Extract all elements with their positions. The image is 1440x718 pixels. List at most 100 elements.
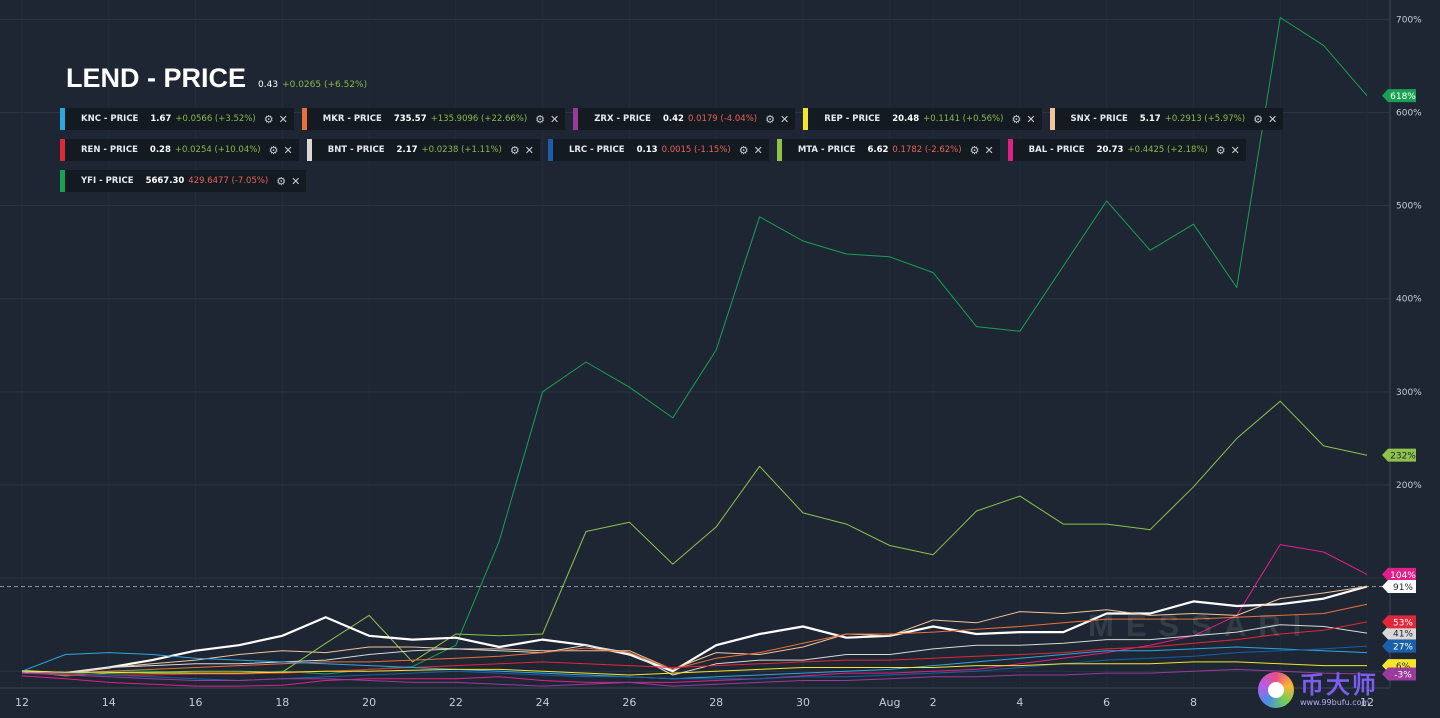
- legend-series-change: +0.2913 (+5.97%): [1164, 114, 1246, 124]
- y-tick-label: 300%: [1396, 388, 1422, 398]
- x-tick-label: 30: [796, 696, 810, 709]
- legend-item[interactable]: MKR - PRICE 735.57 +135.9096 (+22.66%) ⚙ ✕: [301, 108, 566, 130]
- legend-swatch: [803, 108, 809, 130]
- gear-icon[interactable]: ⚙: [969, 143, 980, 157]
- series-end-label: 104%: [1382, 567, 1416, 581]
- close-icon[interactable]: ✕: [550, 112, 560, 126]
- legend-series-value: 6.62: [867, 145, 889, 155]
- end-label-tag: [1382, 667, 1416, 681]
- end-label-tag: [1382, 567, 1416, 581]
- end-label-text: 6%: [1396, 662, 1411, 672]
- gear-icon[interactable]: ⚙: [263, 112, 274, 126]
- close-icon[interactable]: ✕: [291, 174, 301, 188]
- close-icon[interactable]: ✕: [779, 112, 790, 126]
- legend-item[interactable]: ZRX - PRICE 0.42 0.0179 (-4.04%) ⚙ ✕: [573, 108, 796, 130]
- legend-row: YFI - PRICE 5667.30 429.6477 (-7.05%) ⚙ ✕: [60, 170, 1260, 192]
- series-line: [21, 400, 1368, 677]
- x-tick-label: 8: [1190, 696, 1197, 709]
- legend-series-name: REP - PRICE: [824, 114, 881, 124]
- close-icon[interactable]: ✕: [1267, 112, 1278, 126]
- legend-item[interactable]: BAL - PRICE 20.73 +0.4425 (+2.18%) ⚙ ✕: [1007, 139, 1246, 161]
- legend-item[interactable]: LRC - PRICE 0.13 0.0015 (-1.15%) ⚙ ✕: [547, 139, 769, 161]
- legend-item[interactable]: BNT - PRICE 2.17 +0.0238 (+1.11%) ⚙ ✕: [306, 139, 540, 161]
- legend-series-value: 0.28: [149, 145, 171, 155]
- legend-item[interactable]: KNC - PRICE 1.67 +0.0566 (+3.52%) ⚙ ✕: [60, 108, 294, 130]
- gear-icon[interactable]: ⚙: [535, 112, 546, 126]
- end-label-text: 618%: [1390, 92, 1416, 102]
- y-tick-label: 400%: [1396, 295, 1422, 305]
- x-tick-label: 12: [1360, 696, 1374, 709]
- logo-text: 币大师: [1300, 671, 1378, 699]
- x-tick-label: 6: [1103, 696, 1110, 709]
- gear-icon[interactable]: ⚙: [509, 143, 520, 157]
- gear-icon[interactable]: ⚙: [738, 143, 749, 157]
- legend-series-value: 0.13: [636, 145, 658, 155]
- legend-series-name: MKR - PRICE: [322, 114, 382, 124]
- legend-series-value: 0.42: [662, 114, 684, 124]
- legend-series-change: +0.4425 (+2.18%): [1127, 145, 1208, 155]
- x-tick-label: 16: [189, 696, 203, 709]
- legend-swatch: [573, 108, 579, 130]
- series-line: [21, 661, 1367, 676]
- end-label-tag: [1382, 579, 1416, 593]
- gear-icon[interactable]: ⚙: [1253, 112, 1263, 126]
- main-price-value: 0.43: [258, 80, 279, 90]
- y-axis: 200% 300% 400% 500% 600% 700%: [1396, 15, 1422, 491]
- x-tick-label: 22: [449, 696, 463, 709]
- series-line: [21, 603, 1368, 674]
- y-tick-label: 200%: [1396, 481, 1422, 491]
- series-line: [21, 621, 1368, 676]
- legend-series-change: 0.1782 (-2.62%): [892, 145, 962, 155]
- legend-series-name: KNC - PRICE: [81, 114, 139, 124]
- legend-item[interactable]: SNX - PRICE 5.17 +0.2913 (+5.97%) ⚙ ✕: [1049, 108, 1284, 130]
- legend-series-value: 1.67: [150, 114, 172, 124]
- close-icon[interactable]: ✕: [753, 143, 763, 157]
- legend-item[interactable]: MTA - PRICE 6.62 0.1782 (-2.62%) ⚙ ✕: [776, 139, 1000, 161]
- end-label-text: 27%: [1393, 643, 1413, 653]
- series-end-label: 27%: [1382, 639, 1416, 653]
- close-icon[interactable]: ✕: [524, 143, 534, 157]
- legend-series-name: BAL - PRICE: [1028, 145, 1085, 155]
- gear-icon[interactable]: ⚙: [1011, 112, 1022, 126]
- series-end-label: 91%: [1382, 579, 1416, 593]
- close-icon[interactable]: ✕: [1230, 143, 1240, 157]
- y-tick-label: 700%: [1396, 15, 1422, 25]
- end-label-text: -3%: [1394, 671, 1412, 681]
- x-tick-label: 14: [102, 696, 116, 709]
- gear-icon[interactable]: ⚙: [276, 174, 287, 188]
- legend-series-change: 429.6477 (-7.05%): [188, 176, 269, 186]
- site-logo: 币大师 www.99bufu.com: [1258, 672, 1378, 708]
- series-line: [21, 586, 1368, 675]
- legend-series-name: REN - PRICE: [81, 145, 138, 155]
- close-icon[interactable]: ✕: [984, 143, 994, 157]
- legend-series-name: YFI - PRICE: [81, 176, 134, 186]
- legend-series-name: LRC - PRICE: [568, 145, 625, 155]
- gear-icon[interactable]: ⚙: [268, 143, 279, 157]
- series-end-label: 232%: [1382, 448, 1416, 462]
- legend-item[interactable]: YFI - PRICE 5667.30 429.6477 (-7.05%) ⚙ ✕: [60, 170, 307, 192]
- gear-icon[interactable]: ⚙: [765, 112, 775, 126]
- legend-row: REN - PRICE 0.28 +0.0254 (+10.04%) ⚙ ✕ BNT - …: [60, 139, 1260, 161]
- legend-series-value: 5.17: [1139, 114, 1161, 124]
- close-icon[interactable]: ✕: [1026, 112, 1036, 126]
- close-icon[interactable]: ✕: [283, 143, 293, 157]
- chart-series: [21, 17, 1368, 687]
- legend-swatch: [547, 139, 553, 161]
- series-legend: KNC - PRICE 1.67 +0.0566 (+3.52%) ⚙ ✕ MKR - P…: [60, 108, 1284, 201]
- series-line: [21, 646, 1368, 680]
- legend-series-change: +0.0238 (+1.11%): [421, 145, 502, 155]
- legend-item[interactable]: REP - PRICE 20.48 +0.1141 (+0.56%) ⚙ ✕: [803, 108, 1042, 130]
- main-price-change: +0.0265 (+6.52%): [282, 80, 368, 90]
- end-label-tag: [1382, 89, 1416, 103]
- series-end-label: -3%: [1382, 667, 1416, 681]
- gear-icon[interactable]: ⚙: [1215, 143, 1226, 157]
- logo-url: www.99bufu.com: [1300, 698, 1370, 707]
- series-end-label: 618%: [1382, 89, 1416, 103]
- x-axis: 12141618202224262830Aug24681012: [15, 696, 1374, 709]
- legend-item[interactable]: REN - PRICE 0.28 +0.0254 (+10.04%) ⚙ ✕: [60, 139, 299, 161]
- end-label-text: 91%: [1393, 583, 1413, 593]
- x-tick-label: 12: [15, 696, 29, 709]
- y-tick-label: 600%: [1396, 108, 1422, 118]
- legend-series-change: +0.0566 (+3.52%): [175, 114, 256, 124]
- close-icon[interactable]: ✕: [278, 112, 288, 126]
